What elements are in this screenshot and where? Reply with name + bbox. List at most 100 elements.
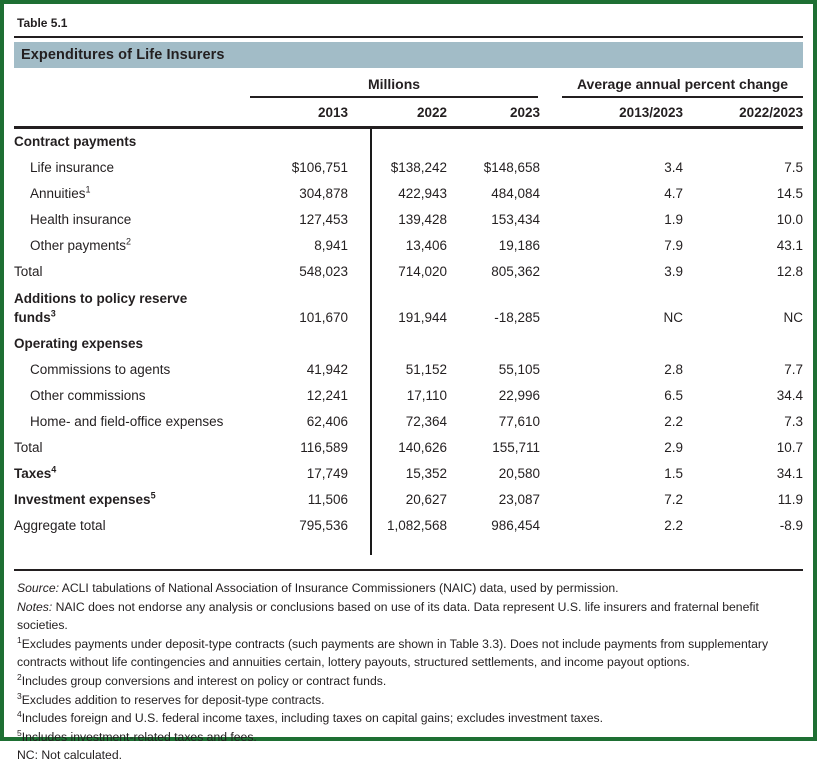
cell-value: NC — [663, 310, 684, 325]
cell-value: 986,454 — [491, 518, 540, 533]
cell-value: 20,580 — [498, 466, 540, 481]
footnote-line: 5Includes investment-related taxes and f… — [17, 728, 803, 747]
cell-value: 55,105 — [498, 362, 540, 377]
col-header-2022-2023: 2022/2023 — [739, 105, 803, 120]
table-row: Home- and field-office expenses 62,406 72,… — [14, 409, 803, 435]
footnote-lead: Notes: — [17, 599, 53, 614]
row-label-text: Home- and field-office expenses — [30, 414, 224, 429]
footnote-line: 3Excludes addition to reserves for depos… — [17, 691, 803, 710]
cell-value: 10.0 — [776, 212, 803, 227]
col-header-2013-2023: 2013/2023 — [619, 105, 683, 120]
table-row: Total 116,589 140,626 155,711 2.9 10.7 — [14, 435, 803, 461]
row-label-text: Total — [14, 264, 43, 279]
footnote-line: 4Includes foreign and U.S. federal incom… — [17, 709, 803, 728]
cell-value: 2.2 — [664, 414, 683, 429]
footnote-text: NC: Not calculated. — [17, 748, 122, 763]
footnotes-section: Source: ACLI tabulations of National Ass… — [14, 579, 803, 765]
cell-value: 14.5 — [776, 186, 803, 201]
cell-value: 484,084 — [491, 186, 540, 201]
footnote-marker: 4 — [17, 709, 22, 720]
row-label: Investment expenses5 — [14, 487, 250, 513]
cell-value: 127,453 — [299, 212, 348, 227]
col-header-2022: 2022 — [416, 105, 447, 120]
row-label-text: Total — [14, 440, 43, 455]
cell-value: -8.9 — [779, 518, 803, 533]
cell-value: 7.3 — [784, 414, 803, 429]
top-rule — [14, 36, 803, 38]
cell-value: 7.2 — [664, 492, 683, 507]
footnote-marker: 3 — [17, 690, 22, 701]
table-number: Table 5.1 — [17, 16, 68, 30]
row-label: Life insurance — [14, 155, 250, 181]
group-header-millions: Millions — [250, 76, 538, 98]
row-label-text: Contract payments — [14, 134, 137, 149]
cell-value: 12,241 — [306, 388, 348, 403]
cell-value: 62,406 — [306, 414, 348, 429]
cell-value: 2.9 — [664, 440, 683, 455]
footnote-marker: 1 — [17, 634, 22, 645]
table-row: Taxes4 17,749 15,352 20,580 1.5 34.1 — [14, 461, 803, 487]
cell-value: 1,082,568 — [386, 518, 447, 533]
cell-value: 51,152 — [405, 362, 447, 377]
cell-value: 17,110 — [406, 388, 447, 403]
cell-value: 20,627 — [405, 492, 447, 507]
row-label: Operating expenses — [14, 331, 803, 357]
cell-value: NC — [783, 310, 804, 325]
footnote-text: ACLI tabulations of National Association… — [59, 581, 619, 595]
cell-value: 2.2 — [664, 518, 683, 533]
cell-value: 7.9 — [664, 238, 683, 253]
cell-value: 12.8 — [776, 264, 803, 279]
footnote-marker: 5 — [150, 490, 156, 501]
column-group-header: Millions Average annual percent change — [14, 76, 803, 98]
row-label-text: Operating expenses — [14, 336, 144, 351]
table-row: Other payments2 8,941 13,406 19,186 7.9 43.1 — [14, 233, 803, 259]
cell-value: 72,364 — [405, 414, 447, 429]
row-label: Other commissions — [14, 383, 250, 409]
cell-value: 8,941 — [314, 238, 348, 253]
cell-value: 7.7 — [784, 362, 803, 377]
cell-value: 714,020 — [398, 264, 447, 279]
footnote-text: Includes group conversions and interest … — [21, 673, 387, 688]
cell-value: 191,944 — [398, 310, 447, 325]
group-spacer — [14, 76, 250, 98]
cell-value: 34.1 — [776, 466, 803, 481]
table-row: Commissions to agents 41,942 51,152 55,105 2… — [14, 357, 803, 383]
cell-value: 41,942 — [306, 362, 348, 377]
col-header-2023: 2023 — [509, 105, 540, 120]
footnote-line: Notes: NAIC does not endorse any analysi… — [17, 598, 803, 635]
table-row: Aggregate total 795,536 1,082,568 986,454 2.… — [14, 513, 803, 539]
header-rule — [14, 126, 803, 129]
table-row: Contract payments — [14, 129, 803, 155]
cell-value: 23,087 — [498, 492, 540, 507]
cell-value: 10.7 — [776, 440, 803, 455]
row-label: Commissions to agents — [14, 357, 250, 383]
footnote-text: NAIC does not endorse any analysis or co… — [17, 599, 759, 633]
row-label: Home- and field-office expenses — [14, 409, 250, 435]
column-divider-rule — [370, 129, 372, 555]
cell-value: 11.9 — [777, 492, 803, 507]
row-label: Taxes4 — [14, 461, 250, 487]
footnote-marker: 3 — [50, 308, 56, 319]
cell-value: 140,626 — [398, 440, 447, 455]
cell-value: 795,536 — [299, 518, 348, 533]
row-label: Health insurance — [14, 207, 250, 233]
footnote-text: Excludes addition to reserves for deposi… — [21, 692, 325, 707]
row-label-text: Life insurance — [30, 160, 115, 175]
row-label: Total — [14, 435, 250, 461]
footnote-text: Includes foreign and U.S. federal income… — [21, 711, 603, 726]
footnote-line: Source: ACLI tabulations of National Ass… — [17, 579, 803, 598]
footnote-marker: 5 — [17, 727, 22, 738]
footnote-line: 2Includes group conversions and interest… — [17, 672, 803, 691]
cell-value: 7.5 — [784, 160, 803, 175]
row-label: Additions to policy reserve funds3 — [14, 289, 250, 327]
footnote-line: 1Excludes payments under deposit-type co… — [17, 635, 803, 672]
table-row: Life insurance $106,751 $138,242 $148,658 3.… — [14, 155, 803, 181]
row-label-text: Other payments — [30, 238, 127, 253]
cell-value: 77,610 — [498, 414, 540, 429]
bottom-rule — [14, 569, 803, 571]
row-label-text: Taxes — [14, 466, 52, 481]
row-label-text: Other commissions — [30, 388, 146, 403]
cell-value: 6.5 — [664, 388, 683, 403]
row-label: Aggregate total — [14, 513, 250, 539]
cell-value: 43.1 — [776, 238, 803, 253]
